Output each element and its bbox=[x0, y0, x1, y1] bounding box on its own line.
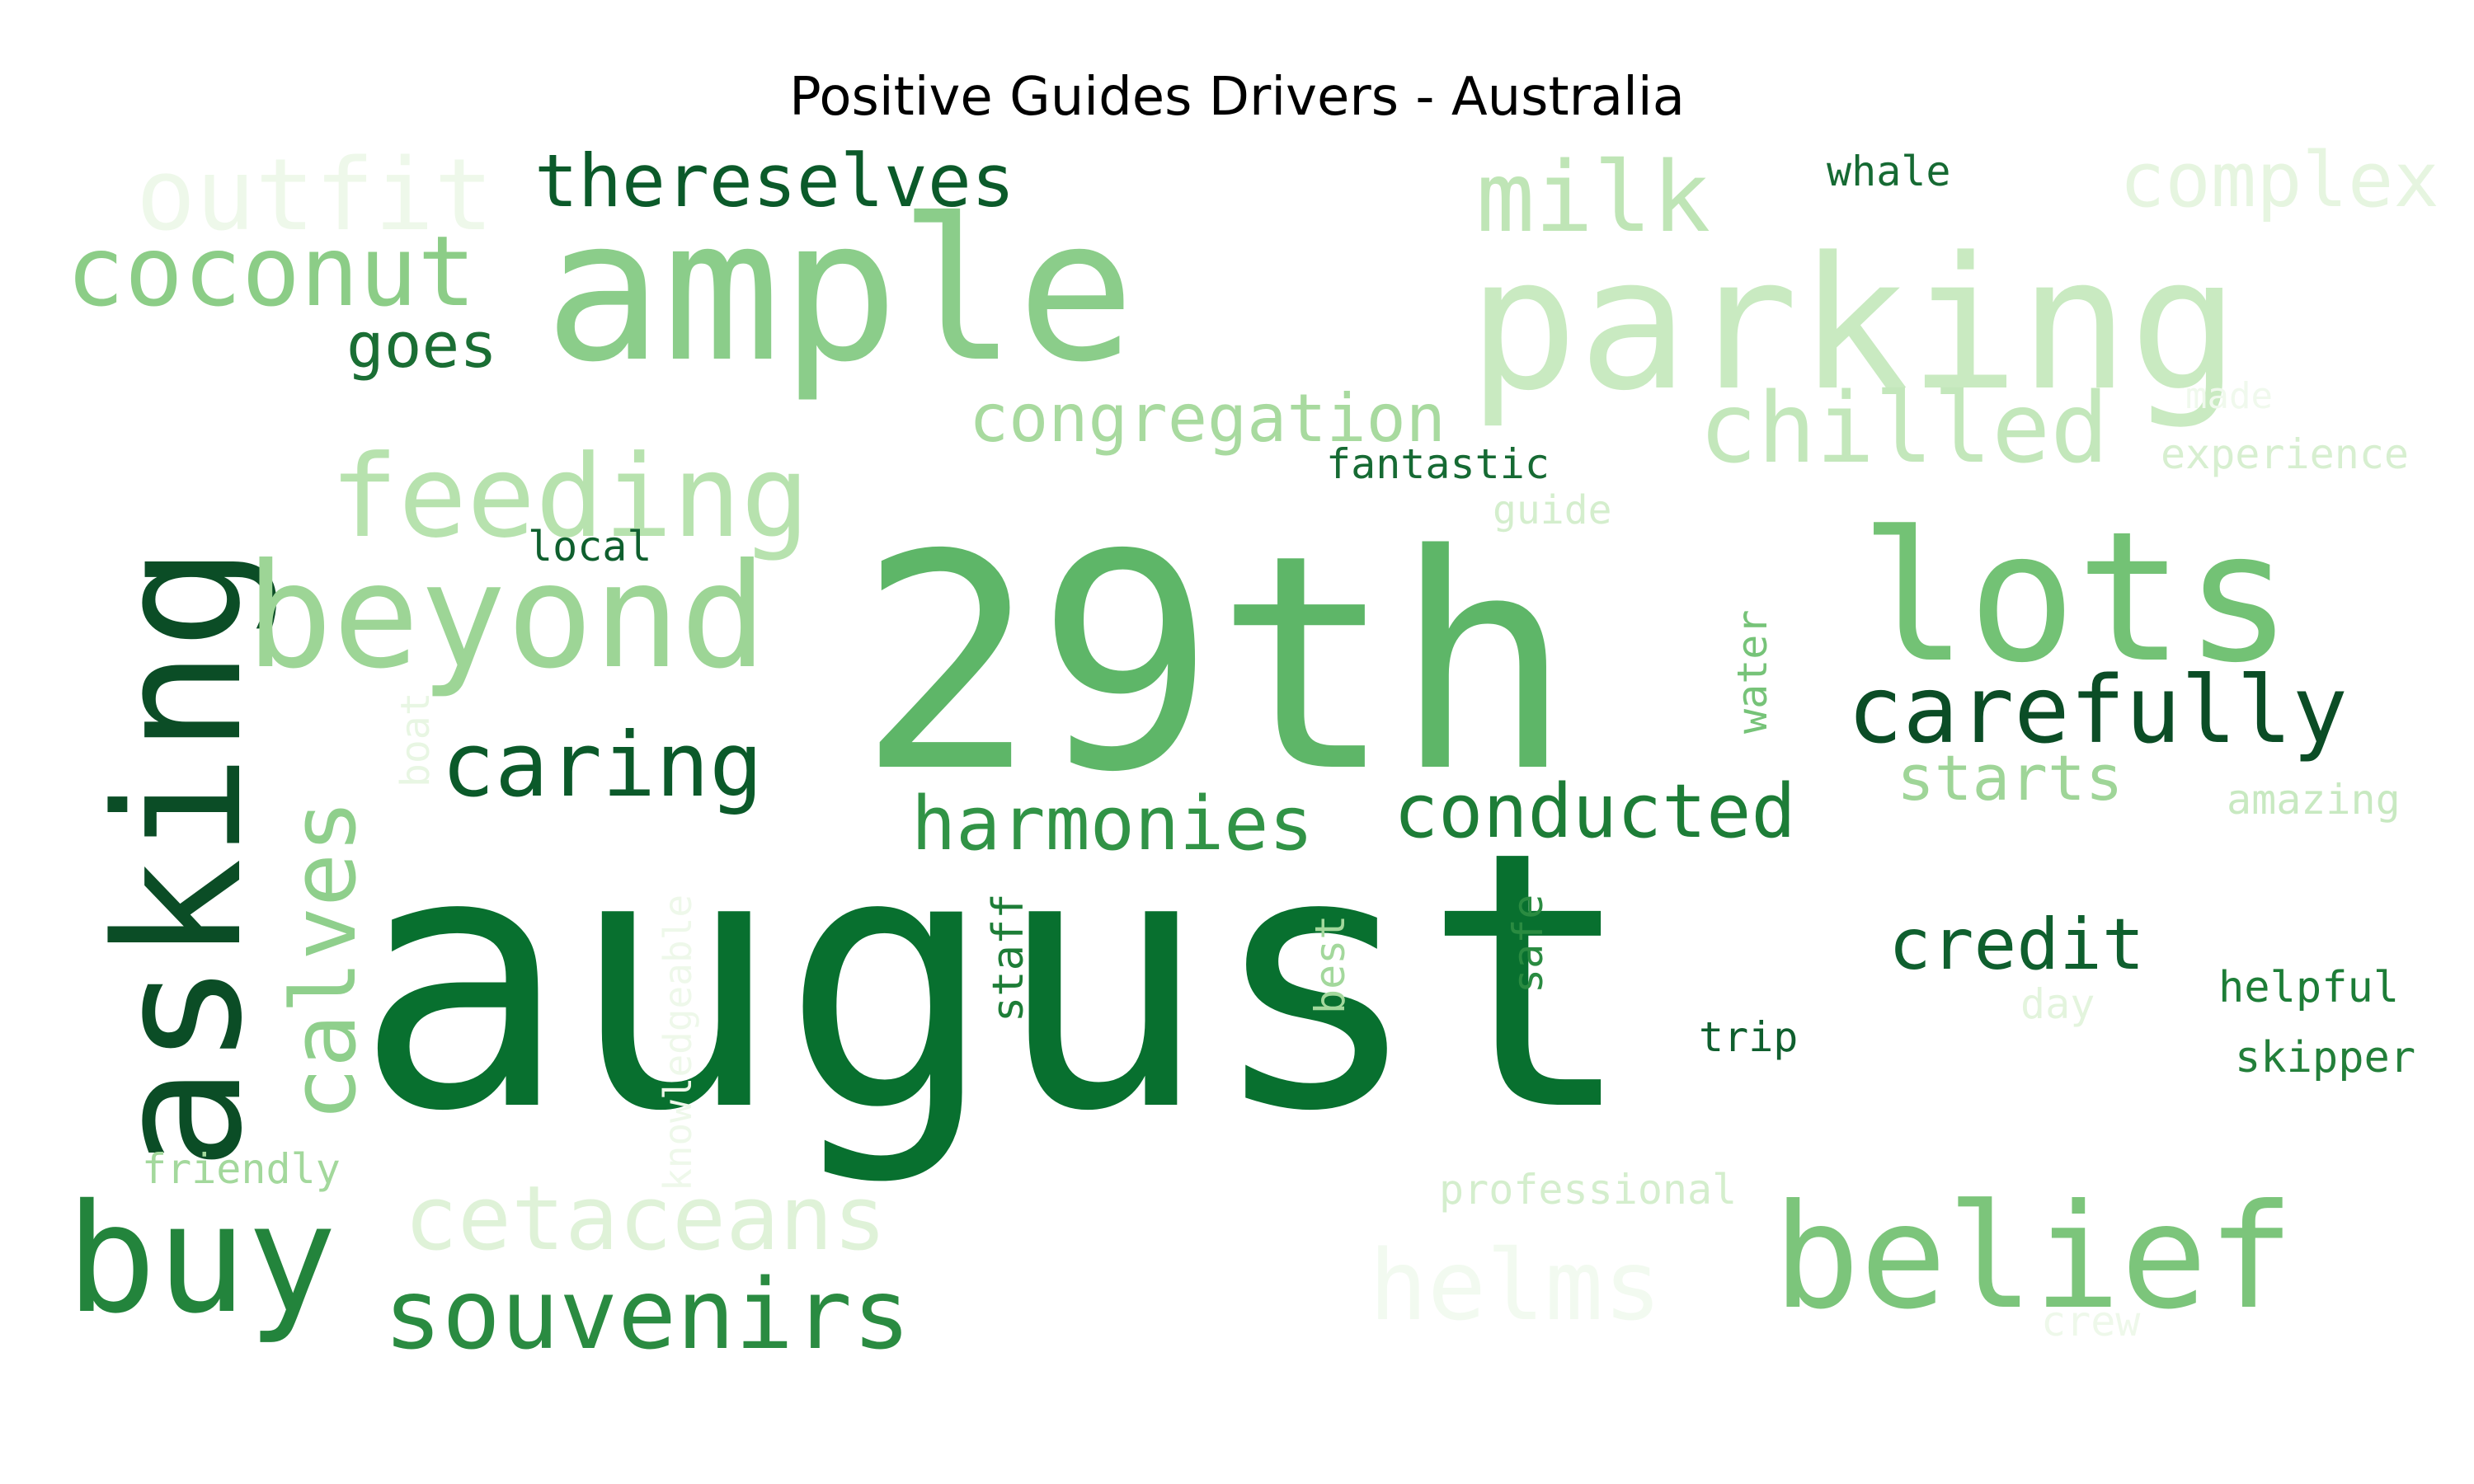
word-made: made bbox=[2185, 375, 2273, 417]
word-amazing: amazing bbox=[2227, 776, 2401, 824]
word-souvenirs: souvenirs bbox=[383, 1257, 910, 1371]
word-goes: goes bbox=[346, 308, 497, 382]
word-crew: crew bbox=[2041, 1298, 2141, 1345]
word-congregation: congregation bbox=[969, 380, 1446, 457]
word-starts: starts bbox=[1897, 741, 2124, 815]
word-conducted: conducted bbox=[1394, 768, 1796, 855]
word-lots: lots bbox=[1860, 494, 2293, 702]
word-buy: buy bbox=[66, 1172, 337, 1346]
word-safe: safe bbox=[1504, 895, 1552, 993]
word-belief: belief bbox=[1773, 1174, 2294, 1341]
word-chilled: chilled bbox=[1699, 371, 2109, 485]
word-parking: parking bbox=[1468, 218, 2240, 431]
word-harmonies: harmonies bbox=[911, 781, 1314, 867]
word-helms: helms bbox=[1369, 1228, 1662, 1342]
word-thereselves: thereselves bbox=[534, 139, 1015, 223]
word-credit: credit bbox=[1888, 904, 2145, 986]
word-complex: complex bbox=[2119, 136, 2439, 224]
word-knowledgeable: knowledgeable bbox=[656, 895, 700, 1191]
word-local: local bbox=[528, 523, 652, 571]
word-staff: staff bbox=[984, 893, 1033, 1022]
word-experience: experience bbox=[2161, 430, 2409, 478]
word-29th: 29th bbox=[858, 491, 1573, 837]
word-august: august bbox=[355, 777, 1635, 1189]
word-fantastic: fantastic bbox=[1326, 440, 1550, 488]
word-outfit: outfit bbox=[136, 139, 493, 253]
word-milk: milk bbox=[1476, 140, 1710, 254]
word-guide: guide bbox=[1493, 487, 1612, 533]
word-ample: ample bbox=[544, 177, 1135, 406]
word-best: best bbox=[1306, 915, 1354, 1014]
word-day: day bbox=[2020, 980, 2095, 1028]
word-caring: caring bbox=[441, 714, 763, 817]
word-friendly: friendly bbox=[142, 1145, 341, 1193]
word-skipper: skipper bbox=[2235, 1033, 2415, 1082]
word-helpful: helpful bbox=[2218, 963, 2399, 1012]
word-beyond: beyond bbox=[246, 533, 767, 701]
word-coconut: coconut bbox=[66, 214, 476, 328]
word-whale: whale bbox=[1827, 148, 1951, 195]
word-asking: asking bbox=[78, 545, 280, 1171]
chart-title: Positive Guides Drivers - Australia bbox=[789, 67, 1685, 128]
word-professional: professional bbox=[1439, 1166, 1737, 1214]
word-trip: trip bbox=[1699, 1013, 1798, 1061]
word-boat: boat bbox=[393, 692, 439, 787]
word-cetaceans: cetaceans bbox=[404, 1167, 887, 1270]
word-feeding: feeding bbox=[330, 430, 810, 563]
word-calves: calves bbox=[273, 800, 376, 1121]
word-water: water bbox=[1729, 609, 1776, 734]
word-carefully: carefully bbox=[1847, 657, 2348, 764]
